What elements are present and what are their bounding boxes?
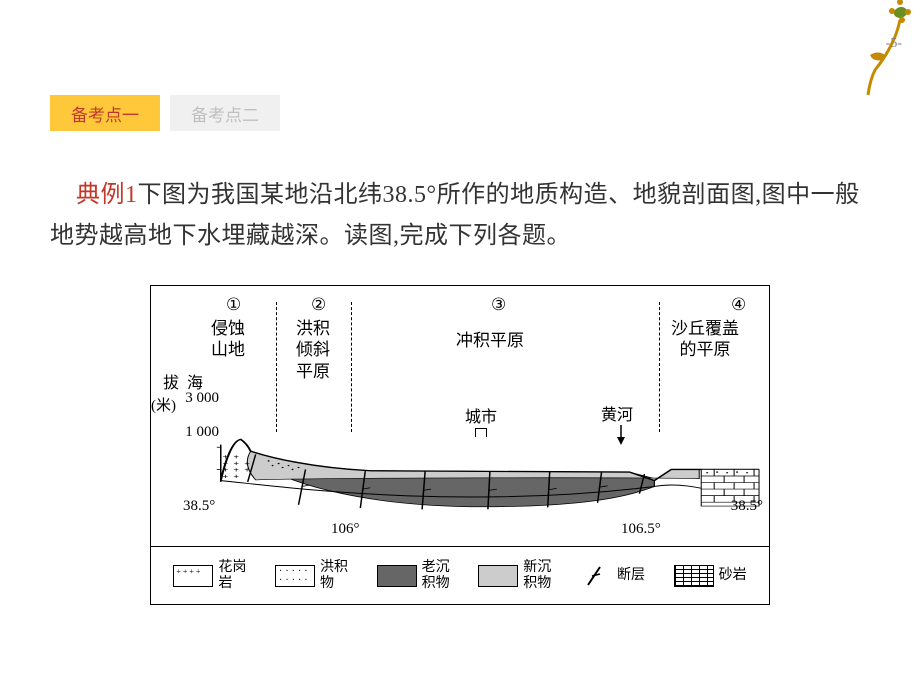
- region-labels: ① ② ③ ④ 侵蚀 山地 洪积 倾斜 平原 冲积平原 沙丘覆盖 的平原: [151, 294, 769, 384]
- x-tick-106-5: 106.5°: [621, 521, 661, 538]
- swatch-fault: [580, 565, 612, 587]
- legend-fault: 断层: [580, 565, 645, 587]
- tab-point-1[interactable]: 备考点一: [50, 95, 160, 131]
- swatch-new: [478, 565, 518, 587]
- example-number: 典例1: [76, 182, 138, 208]
- swatch-sand: [674, 565, 714, 587]
- region-marker-3: ③: [491, 294, 506, 315]
- lat-right: 38.5°: [731, 498, 763, 515]
- legend-new-sediment: 新沉 积物: [478, 560, 551, 591]
- svg-text:+ +: + +: [223, 473, 240, 480]
- cross-section-svg: + ++ + ++ + ++ +: [151, 374, 769, 544]
- lat-left: 38.5°: [183, 498, 215, 515]
- region-name-1: 侵蚀 山地: [211, 318, 245, 361]
- region-marker-2: ②: [311, 294, 326, 315]
- example-intro: 典例1下图为我国某地沿北纬38.5°所作的地质构造、地貌剖面图,图中一般地势越高…: [50, 175, 870, 257]
- swatch-granite: [173, 565, 213, 587]
- corner-decoration: [800, 0, 920, 120]
- legend-old-sediment: 老沉 积物: [377, 560, 450, 591]
- tab-point-2[interactable]: 备考点二: [170, 95, 280, 131]
- region-name-3: 冲积平原: [456, 330, 524, 351]
- diagram-legend: 花岗 岩 洪积 物 老沉 积物 新沉 积物 断层 砂岩: [151, 546, 769, 604]
- legend-granite: 花岗 岩: [173, 560, 246, 591]
- example-text: 下图为我国某地沿北纬38.5°所作的地质构造、地貌剖面图,图中一般地势越高地下水…: [50, 182, 860, 249]
- x-tick-106: 106°: [331, 521, 360, 538]
- page-number: -5-: [886, 36, 902, 52]
- region-name-4: 沙丘覆盖 的平原: [671, 318, 739, 361]
- legend-alluvial: 洪积 物: [275, 560, 348, 591]
- region-name-2: 洪积 倾斜 平原: [296, 318, 330, 382]
- swatch-old: [377, 565, 417, 587]
- region-marker-1: ①: [226, 294, 241, 315]
- swatch-alluvial: [275, 565, 315, 587]
- region-marker-4: ④: [731, 294, 746, 315]
- geological-cross-section-diagram: ① ② ③ ④ 侵蚀 山地 洪积 倾斜 平原 冲积平原 沙丘覆盖 的平原 海拔 …: [150, 285, 770, 605]
- study-point-tabs: 备考点一 备考点二: [50, 95, 280, 131]
- legend-sandstone: 砂岩: [674, 565, 747, 587]
